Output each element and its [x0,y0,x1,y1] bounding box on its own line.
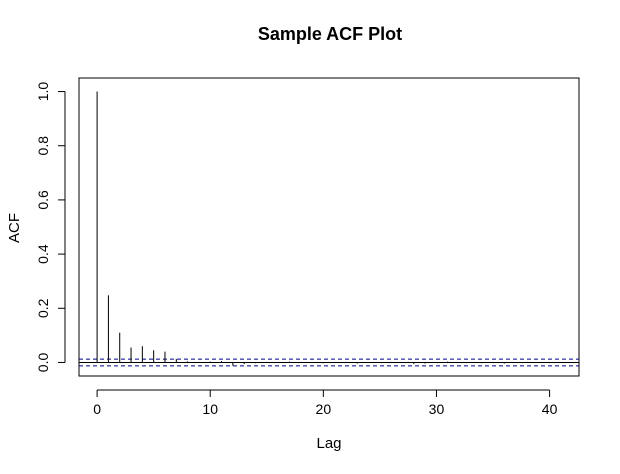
y-axis-label: ACF [6,213,23,243]
y-tick-label: 1.0 [35,82,51,102]
y-tick-label: 0.6 [35,190,51,210]
x-tick-label: 0 [93,401,101,417]
confidence-bounds [79,358,579,367]
chart-title: Sample ACF Plot [258,24,402,44]
y-tick-label: 0.0 [35,353,51,373]
plot-frame [78,77,580,377]
y-tick-label: 0.8 [35,136,51,156]
y-tick-label: 0.2 [35,298,51,318]
acf-bars [96,91,551,366]
x-tick-label: 40 [542,401,558,417]
x-tick-label: 30 [429,401,445,417]
y-tick-label: 0.4 [35,244,51,264]
x-axis-label: Lag [316,435,341,452]
x-axis: 0 10 20 30 40 [93,389,558,417]
x-tick-label: 20 [316,401,332,417]
x-tick-label: 10 [202,401,218,417]
y-axis: 0.0 0.2 0.4 0.6 0.8 1.0 [35,82,66,373]
